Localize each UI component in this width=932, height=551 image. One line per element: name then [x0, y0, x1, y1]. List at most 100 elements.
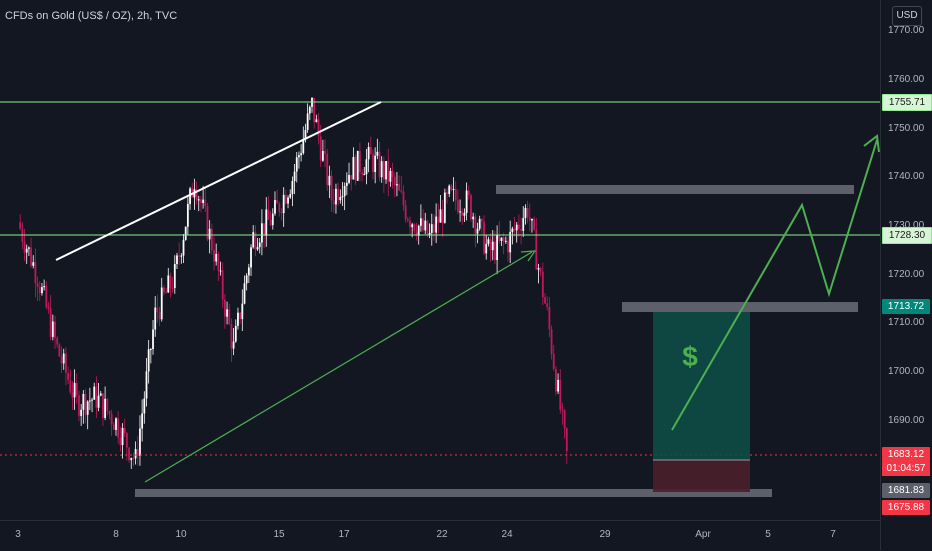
- candle-body: [465, 190, 468, 213]
- candle-body: [226, 309, 228, 317]
- candle-body: [287, 197, 289, 204]
- bar-countdown: 01:04:57: [882, 462, 930, 476]
- candle-body: [117, 418, 120, 438]
- candle-body: [502, 237, 505, 242]
- candle-body: [339, 196, 342, 201]
- entry-zone: [622, 302, 858, 312]
- time-tick: 5: [765, 529, 771, 540]
- candle-body: [115, 418, 117, 430]
- candle-body: [415, 231, 418, 236]
- candle-body: [78, 395, 80, 416]
- candle-body: [372, 154, 374, 172]
- candle-body: [343, 185, 346, 197]
- candle-body: [324, 150, 326, 154]
- candle-body: [208, 228, 211, 240]
- candle-body: [158, 312, 161, 320]
- candle-body: [213, 249, 215, 262]
- candle-body: [382, 161, 385, 180]
- candle-body: [441, 209, 444, 223]
- candle-body: [365, 159, 368, 175]
- candle-body: [298, 155, 300, 158]
- candle-body: [541, 271, 544, 298]
- candle-body: [84, 393, 87, 415]
- projection-path: [671, 139, 878, 431]
- price-chart[interactable]: $: [0, 0, 880, 520]
- time-axis[interactable]: 3 8 10 15 17 22 24 29 Apr 5 7: [0, 520, 880, 551]
- candle-body: [341, 196, 344, 198]
- candle-body: [204, 199, 207, 207]
- time-tick: 17: [338, 529, 350, 540]
- candle-body: [62, 353, 65, 364]
- candle-body: [258, 242, 261, 248]
- candle-body: [99, 393, 102, 396]
- candle-body: [104, 398, 107, 418]
- candle-body: [533, 218, 536, 230]
- supply-zone: [496, 185, 854, 194]
- candle-body: [539, 268, 542, 272]
- candle-body: [30, 247, 32, 266]
- candle-body: [206, 206, 209, 240]
- time-tick: 3: [15, 529, 21, 540]
- candle-body: [350, 175, 353, 180]
- candle-body: [561, 409, 564, 411]
- drawings-group: $: [0, 101, 880, 497]
- candle-body: [291, 181, 294, 195]
- candle-body: [361, 172, 363, 175]
- candle-body: [119, 437, 122, 446]
- candle-body: [498, 234, 501, 241]
- time-tick: 24: [501, 529, 513, 540]
- candle-body: [359, 150, 361, 173]
- candle-body: [491, 241, 494, 251]
- candle-body: [443, 192, 446, 223]
- trendline-green-arrow: [144, 251, 533, 483]
- candle-body: [531, 218, 533, 221]
- candle-body: [228, 309, 231, 325]
- candle-body: [326, 153, 329, 186]
- candle-body: [128, 447, 130, 461]
- candle-body: [302, 139, 305, 154]
- candle-body: [396, 184, 398, 186]
- candle-body: [254, 232, 257, 250]
- candle-body: [252, 232, 255, 248]
- candle-body: [152, 329, 154, 350]
- candle-body: [494, 241, 496, 261]
- candle-body: [47, 306, 50, 309]
- trendline-white: [55, 101, 382, 261]
- time-tick: 7: [830, 529, 836, 540]
- candle-body: [250, 247, 252, 268]
- candle-body: [163, 287, 165, 293]
- candle-body: [319, 136, 322, 161]
- candle-body: [239, 312, 242, 320]
- candle-body: [430, 224, 433, 233]
- candle-body: [544, 297, 546, 304]
- candle-body: [147, 349, 150, 372]
- candle-body: [167, 275, 170, 293]
- currency-badge[interactable]: USD: [892, 6, 922, 26]
- candle-body: [496, 234, 499, 261]
- candle-body: [121, 428, 124, 446]
- candle-body: [474, 216, 477, 234]
- candle-body: [367, 146, 370, 160]
- price-axis[interactable]: USD 1770.00 1760.00 1750.00 1740.00 1730…: [880, 0, 932, 550]
- candle-body: [522, 218, 525, 231]
- candle-body: [374, 155, 377, 172]
- candle-body: [295, 157, 298, 172]
- candle-body: [202, 199, 205, 204]
- candle-body: [189, 188, 191, 204]
- time-tick: 22: [436, 529, 448, 540]
- candle-body: [328, 175, 331, 186]
- symbol-title: CFDs on Gold (US$ / OZ), 2h, TVC: [5, 10, 178, 22]
- candle-body: [476, 228, 479, 234]
- price-tick: 1740.00: [888, 171, 925, 182]
- candle-body: [437, 216, 440, 223]
- candle-body: [93, 386, 96, 400]
- candle-body: [555, 369, 557, 392]
- time-tick: 8: [113, 529, 119, 540]
- candle-body: [315, 119, 318, 123]
- candle-body: [200, 199, 202, 204]
- candle-body: [317, 119, 320, 137]
- candle-body: [354, 156, 357, 181]
- candle-body: [284, 194, 287, 204]
- candle-body: [419, 218, 422, 226]
- candle-body: [289, 194, 292, 198]
